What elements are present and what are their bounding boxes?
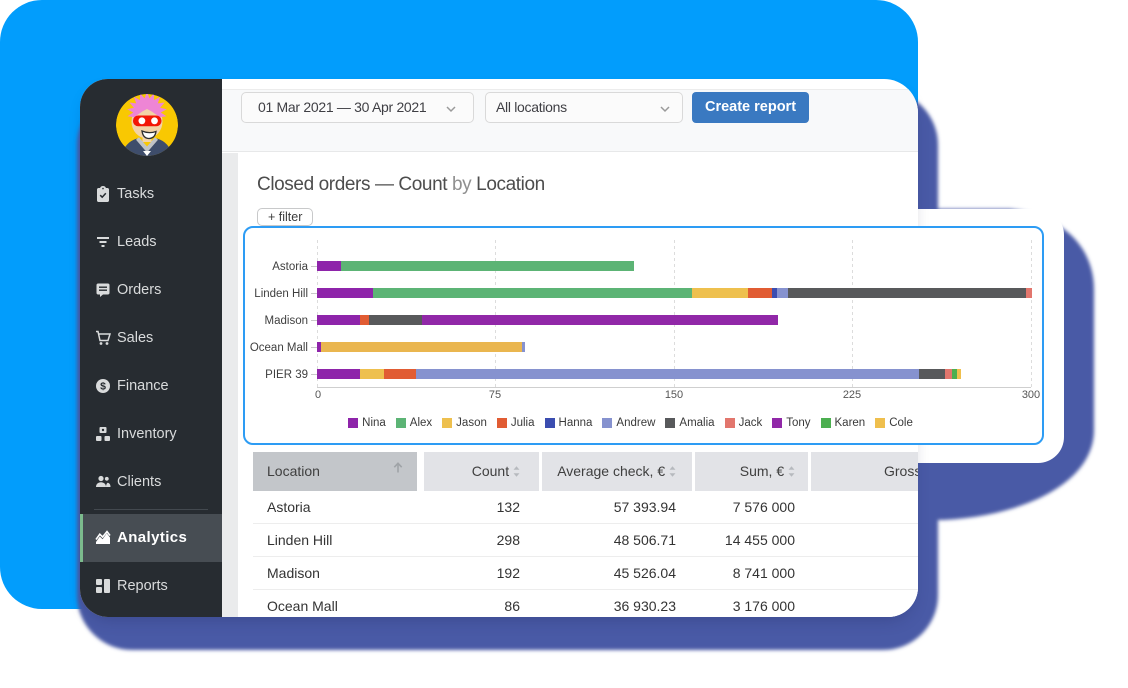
svg-text:Linden Hill: Linden Hill bbox=[254, 288, 308, 300]
svg-text:$: $ bbox=[100, 381, 106, 393]
svg-text:0: 0 bbox=[315, 389, 321, 401]
svg-text:PIER 39: PIER 39 bbox=[265, 369, 308, 381]
svg-text:Ocean Mall: Ocean Mall bbox=[250, 342, 308, 354]
svg-text:Astoria: Astoria bbox=[272, 261, 308, 273]
svg-text:225: 225 bbox=[843, 389, 861, 401]
svg-text:75: 75 bbox=[489, 389, 501, 401]
svg-text:Madison: Madison bbox=[265, 315, 308, 327]
svg-text:150: 150 bbox=[665, 389, 683, 401]
svg-text:300: 300 bbox=[1022, 389, 1040, 401]
